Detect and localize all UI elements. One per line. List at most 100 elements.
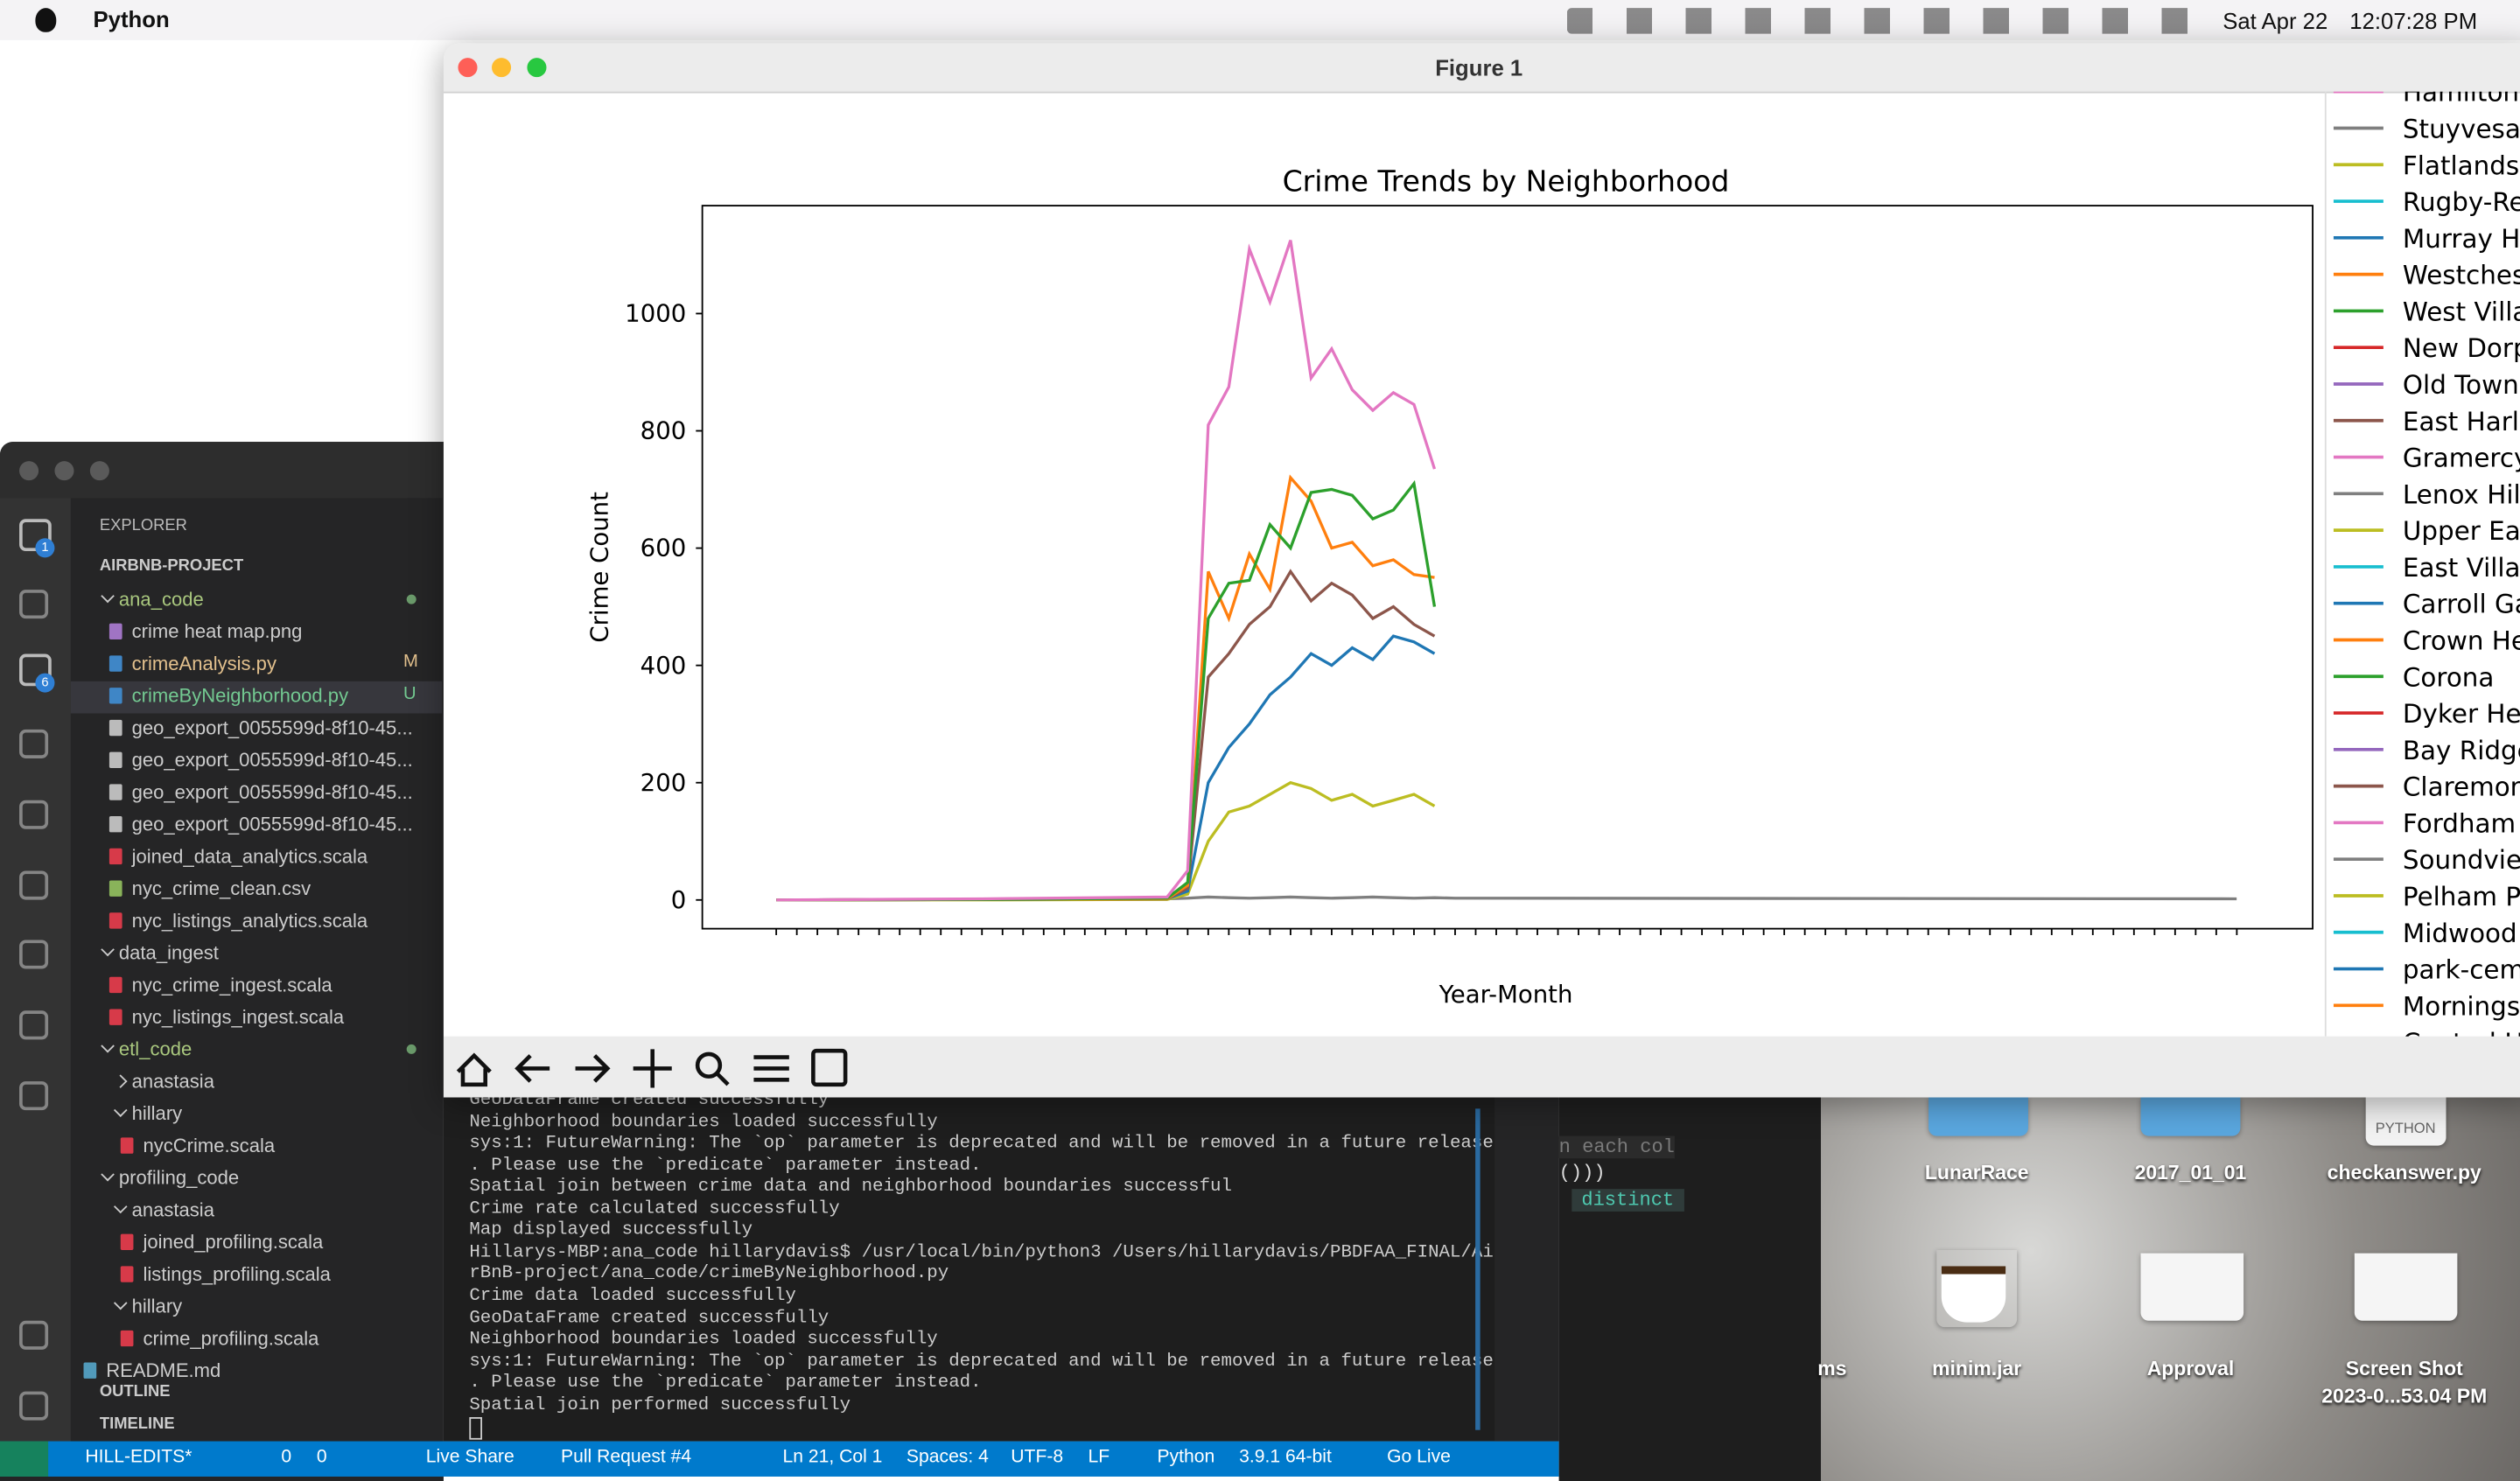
status-item[interactable]: Spaces: 4 bbox=[906, 1447, 989, 1467]
tree-item[interactable]: joined_profiling.scala bbox=[143, 1230, 324, 1254]
tree-item[interactable]: joined_data_analytics.scala bbox=[131, 845, 368, 868]
tree-item[interactable]: anastasia bbox=[131, 1198, 214, 1221]
desktop-icon-label[interactable]: 2017_01_01 bbox=[2134, 1161, 2247, 1184]
menubar-date[interactable]: Sat Apr 22 bbox=[2222, 8, 2328, 34]
window-button[interactable] bbox=[54, 461, 74, 481]
zoom-button[interactable] bbox=[527, 58, 547, 78]
legend-label: Old Town- bbox=[2403, 370, 2520, 400]
tree-item[interactable]: hillary bbox=[131, 1102, 183, 1125]
status-item[interactable]: 0 bbox=[316, 1447, 327, 1467]
status-icons[interactable] bbox=[1566, 8, 2194, 34]
app-name[interactable]: Python bbox=[93, 6, 170, 32]
tree-item[interactable]: profiling_code bbox=[118, 1166, 240, 1190]
activity-icon[interactable] bbox=[19, 729, 49, 758]
file-icon bbox=[120, 1330, 134, 1347]
tree-item[interactable]: anastasia bbox=[131, 1070, 214, 1093]
code-fragment: distinct bbox=[1572, 1189, 1684, 1212]
status-item[interactable]: HILL-EDITS* bbox=[85, 1447, 192, 1467]
desktop-icon-label[interactable]: LunarRace bbox=[1924, 1161, 2029, 1184]
status-item[interactable]: 3.9.1 64-bit bbox=[1239, 1447, 1332, 1467]
status-item[interactable]: LF bbox=[1088, 1447, 1110, 1467]
terminal-line: sys:1: FutureWarning: The `op` parameter… bbox=[469, 1134, 1494, 1154]
status-item[interactable]: UTF-8 bbox=[1011, 1447, 1064, 1467]
file-icon bbox=[108, 1009, 122, 1025]
desktop-icon-image[interactable] bbox=[2140, 1097, 2241, 1136]
minimize-button[interactable] bbox=[492, 58, 512, 78]
titlebar bbox=[0, 442, 444, 499]
window-button[interactable] bbox=[89, 461, 109, 481]
desktop-icon-label[interactable]: 2023-0...53.04 PM bbox=[2321, 1385, 2488, 1408]
tree-item[interactable]: geo_export_0055599d-8f10-45... bbox=[131, 716, 413, 739]
activity-icon[interactable] bbox=[19, 1081, 49, 1111]
series-line bbox=[776, 634, 1436, 902]
tree-item[interactable]: crimeByNeighborhood.py bbox=[131, 684, 349, 708]
legend-label: Rugby-Re bbox=[2403, 187, 2520, 217]
terminal-line: Crime data loaded successfully bbox=[469, 1287, 796, 1307]
tree-item[interactable]: geo_export_0055599d-8f10-45... bbox=[131, 780, 413, 804]
terminal-line: sys:1: FutureWarning: The `op` parameter… bbox=[469, 1352, 1494, 1372]
desktop-icon-label[interactable]: ms bbox=[1817, 1358, 1847, 1380]
window-button[interactable] bbox=[19, 461, 39, 481]
outline-header[interactable]: OUTLINE bbox=[99, 1383, 171, 1401]
desktop-icon-image[interactable] bbox=[2365, 1097, 2446, 1146]
legend-label: Crown He bbox=[2403, 626, 2520, 656]
activity-icon[interactable] bbox=[19, 590, 49, 619]
desktop-icon-label[interactable]: Approval bbox=[2146, 1358, 2235, 1380]
tree-item[interactable]: nyc_listings_analytics.scala bbox=[131, 909, 368, 933]
menubar-time[interactable]: 12:07:28 PM bbox=[2349, 8, 2478, 34]
activity-icon[interactable] bbox=[19, 1010, 49, 1040]
timeline-header[interactable]: TIMELINE bbox=[99, 1415, 175, 1434]
project-title[interactable]: AIRBNB-PROJECT bbox=[99, 557, 244, 576]
tree-item[interactable]: etl_code bbox=[118, 1037, 192, 1061]
status-item[interactable]: Live Share bbox=[425, 1447, 514, 1467]
tree-item[interactable]: crimeAnalysis.py bbox=[131, 652, 276, 675]
status-bar: HILL-EDITS* 0 0 Live Share Pull Request #4 Ln… bbox=[0, 1441, 1559, 1477]
tree-item[interactable]: crime heat map.png bbox=[131, 619, 303, 643]
legend-label: New Dorp bbox=[2403, 333, 2520, 363]
git-badge: U bbox=[403, 684, 416, 704]
tree-item[interactable]: nyc_listings_ingest.scala bbox=[131, 1005, 345, 1029]
desktop-icon-label[interactable]: minim.jar bbox=[1932, 1358, 2022, 1380]
desktop-icon-image[interactable] bbox=[2354, 1253, 2458, 1321]
status-item[interactable]: Ln 21, Col 1 bbox=[782, 1447, 883, 1467]
file-icon bbox=[108, 848, 122, 865]
tree-item[interactable]: listings_profiling.scala bbox=[143, 1262, 331, 1286]
status-item[interactable]: Pull Request #4 bbox=[561, 1447, 692, 1467]
home-button[interactable] bbox=[456, 1052, 492, 1087]
status-item[interactable]: Go Live bbox=[1387, 1447, 1451, 1467]
tree-item[interactable]: geo_export_0055599d-8f10-45... bbox=[131, 813, 413, 836]
pan-button[interactable] bbox=[633, 1049, 672, 1088]
series-line bbox=[776, 479, 1437, 902]
status-item[interactable]: 0 bbox=[281, 1447, 292, 1467]
activity-icon[interactable] bbox=[19, 1320, 49, 1350]
tree-item[interactable]: README.md bbox=[106, 1359, 221, 1382]
apple-logo[interactable] bbox=[35, 8, 57, 32]
series-line bbox=[776, 569, 1436, 902]
file-icon bbox=[120, 1137, 134, 1154]
desktop-icon-label[interactable]: checkanswer.py bbox=[2327, 1161, 2482, 1184]
tree-item[interactable]: nyc_crime_ingest.scala bbox=[131, 974, 332, 996]
tree-item[interactable]: nyc_crime_clean.csv bbox=[131, 877, 312, 900]
configure-button[interactable] bbox=[753, 1055, 789, 1082]
tree-item[interactable]: ana_code bbox=[118, 588, 204, 611]
file-icon bbox=[108, 688, 122, 704]
activity-icon[interactable] bbox=[19, 870, 49, 900]
desktop-icon-image[interactable] bbox=[1928, 1097, 2028, 1136]
desktop-icon-label[interactable]: Screen Shot bbox=[2345, 1358, 2463, 1380]
activity-icon[interactable] bbox=[19, 940, 49, 969]
activity-icon[interactable] bbox=[19, 800, 49, 829]
tree-item[interactable]: hillary bbox=[131, 1295, 183, 1318]
status-item[interactable]: Python bbox=[1157, 1447, 1215, 1467]
forward-button[interactable] bbox=[575, 1054, 611, 1083]
legend-label: Hamilton bbox=[2403, 92, 2519, 108]
tree-item[interactable]: nycCrime.scala bbox=[143, 1134, 276, 1157]
tree-item[interactable]: data_ingest bbox=[118, 941, 219, 965]
save-button[interactable] bbox=[811, 1048, 848, 1087]
desktop-icon-image[interactable] bbox=[2140, 1253, 2244, 1321]
close-button[interactable] bbox=[458, 58, 478, 78]
zoom-tool[interactable] bbox=[695, 1051, 723, 1079]
tree-item[interactable]: geo_export_0055599d-8f10-45... bbox=[131, 748, 413, 772]
back-button[interactable] bbox=[514, 1054, 550, 1083]
tree-item[interactable]: crime_profiling.scala bbox=[143, 1327, 319, 1350]
activity-icon[interactable] bbox=[19, 1391, 49, 1421]
